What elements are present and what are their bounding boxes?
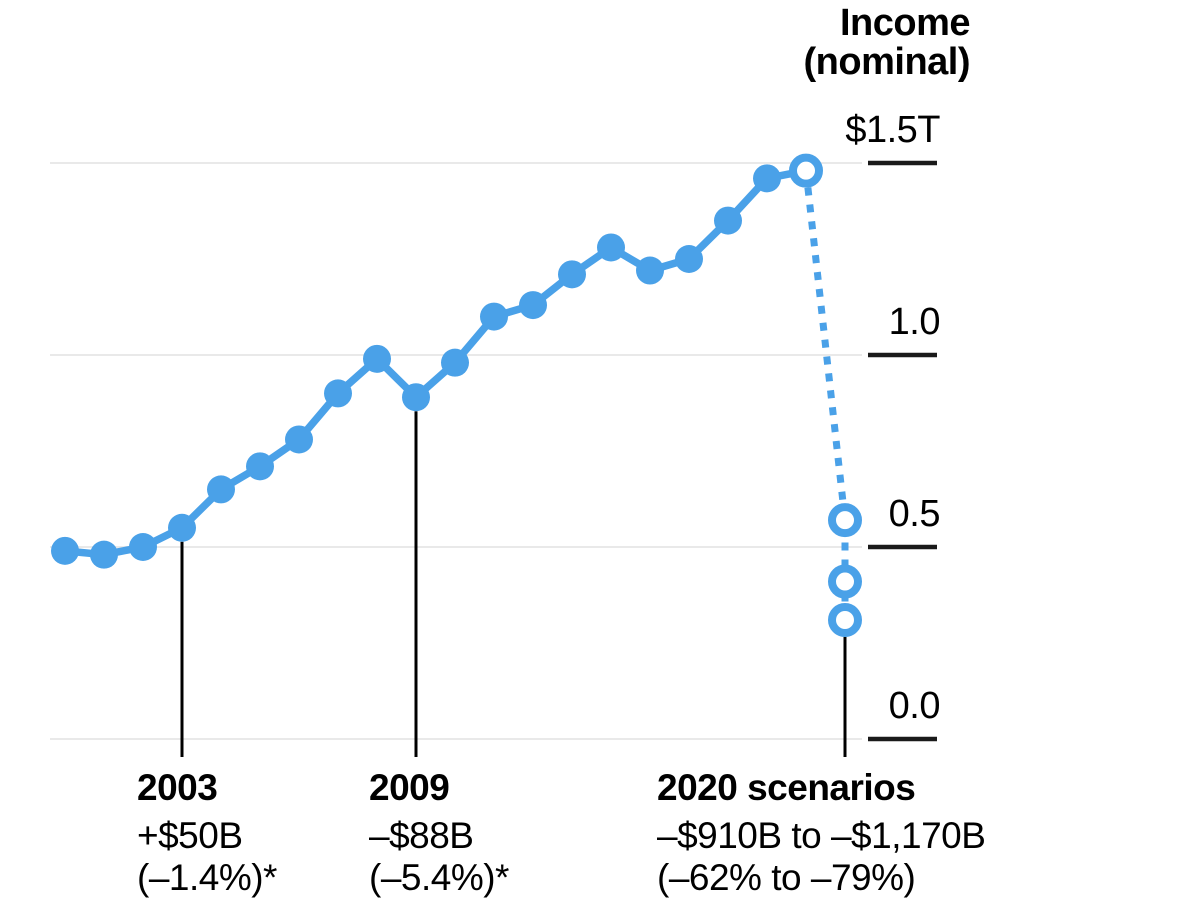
scenario-dashed-line [802,170,849,620]
data-point-2001 [90,540,118,569]
y-tick-label-0-5: 0.5 [888,493,941,535]
annotation-2003-change: +$50B [137,815,243,856]
annotation-2020-percent: (–62% to –79%) [657,857,916,898]
data-point-2009 [402,383,430,412]
data-point-2016 [675,245,703,273]
data-point-2000 [51,536,79,565]
data-point-2002 [129,533,157,561]
data-point-2011 [480,302,508,331]
scenario-point-1 [828,564,862,599]
data-point-2004 [207,475,235,504]
annotation-2003-percent: (–1.4%)* [137,857,277,898]
chart-title-line1: Income [839,2,971,44]
data-point-2014 [597,233,625,262]
data-point-2018 [753,164,781,193]
annotation-2009-year: 2009 [369,767,450,808]
data-point-2005 [246,452,274,481]
scenario-point-0 [828,503,862,538]
chart-title: Income (nominal) [803,2,971,83]
annotation-2020-scenarios: 2020 scenarios –$910B to –$1,170B (–62% … [657,767,986,899]
income-line [64,167,807,559]
data-point-2017 [714,206,742,235]
y-tick-label-1-5t: $1.5T [845,109,940,151]
scenario-point-2 [828,602,862,637]
y-tick-label-0-0: 0.0 [888,685,941,727]
annotation-2003: 2003 +$50B (–1.4%)* [137,767,277,899]
data-point-2006 [285,425,313,454]
annotation-2020-change: –$910B to –$1,170B [657,815,986,856]
annotation-2003-year: 2003 [137,767,218,808]
data-point-2015 [636,256,664,285]
annotation-2009: 2009 –$88B (–5.4%)* [369,767,509,899]
data-point-2013 [558,260,586,289]
data-point-2003 [168,513,196,542]
data-point-2007 [324,379,352,408]
data-point-2008 [363,344,391,373]
chart-title-line2: (nominal) [803,41,971,83]
data-point-2012 [519,291,547,320]
y-tick-label-1-0: 1.0 [888,301,941,343]
data-point-2019 [789,153,823,188]
annotation-2020-year: 2020 scenarios [657,767,916,808]
annotation-2009-percent: (–5.4%)* [369,857,509,898]
data-point-2010 [441,348,469,377]
annotation-2009-change: –$88B [369,815,474,856]
